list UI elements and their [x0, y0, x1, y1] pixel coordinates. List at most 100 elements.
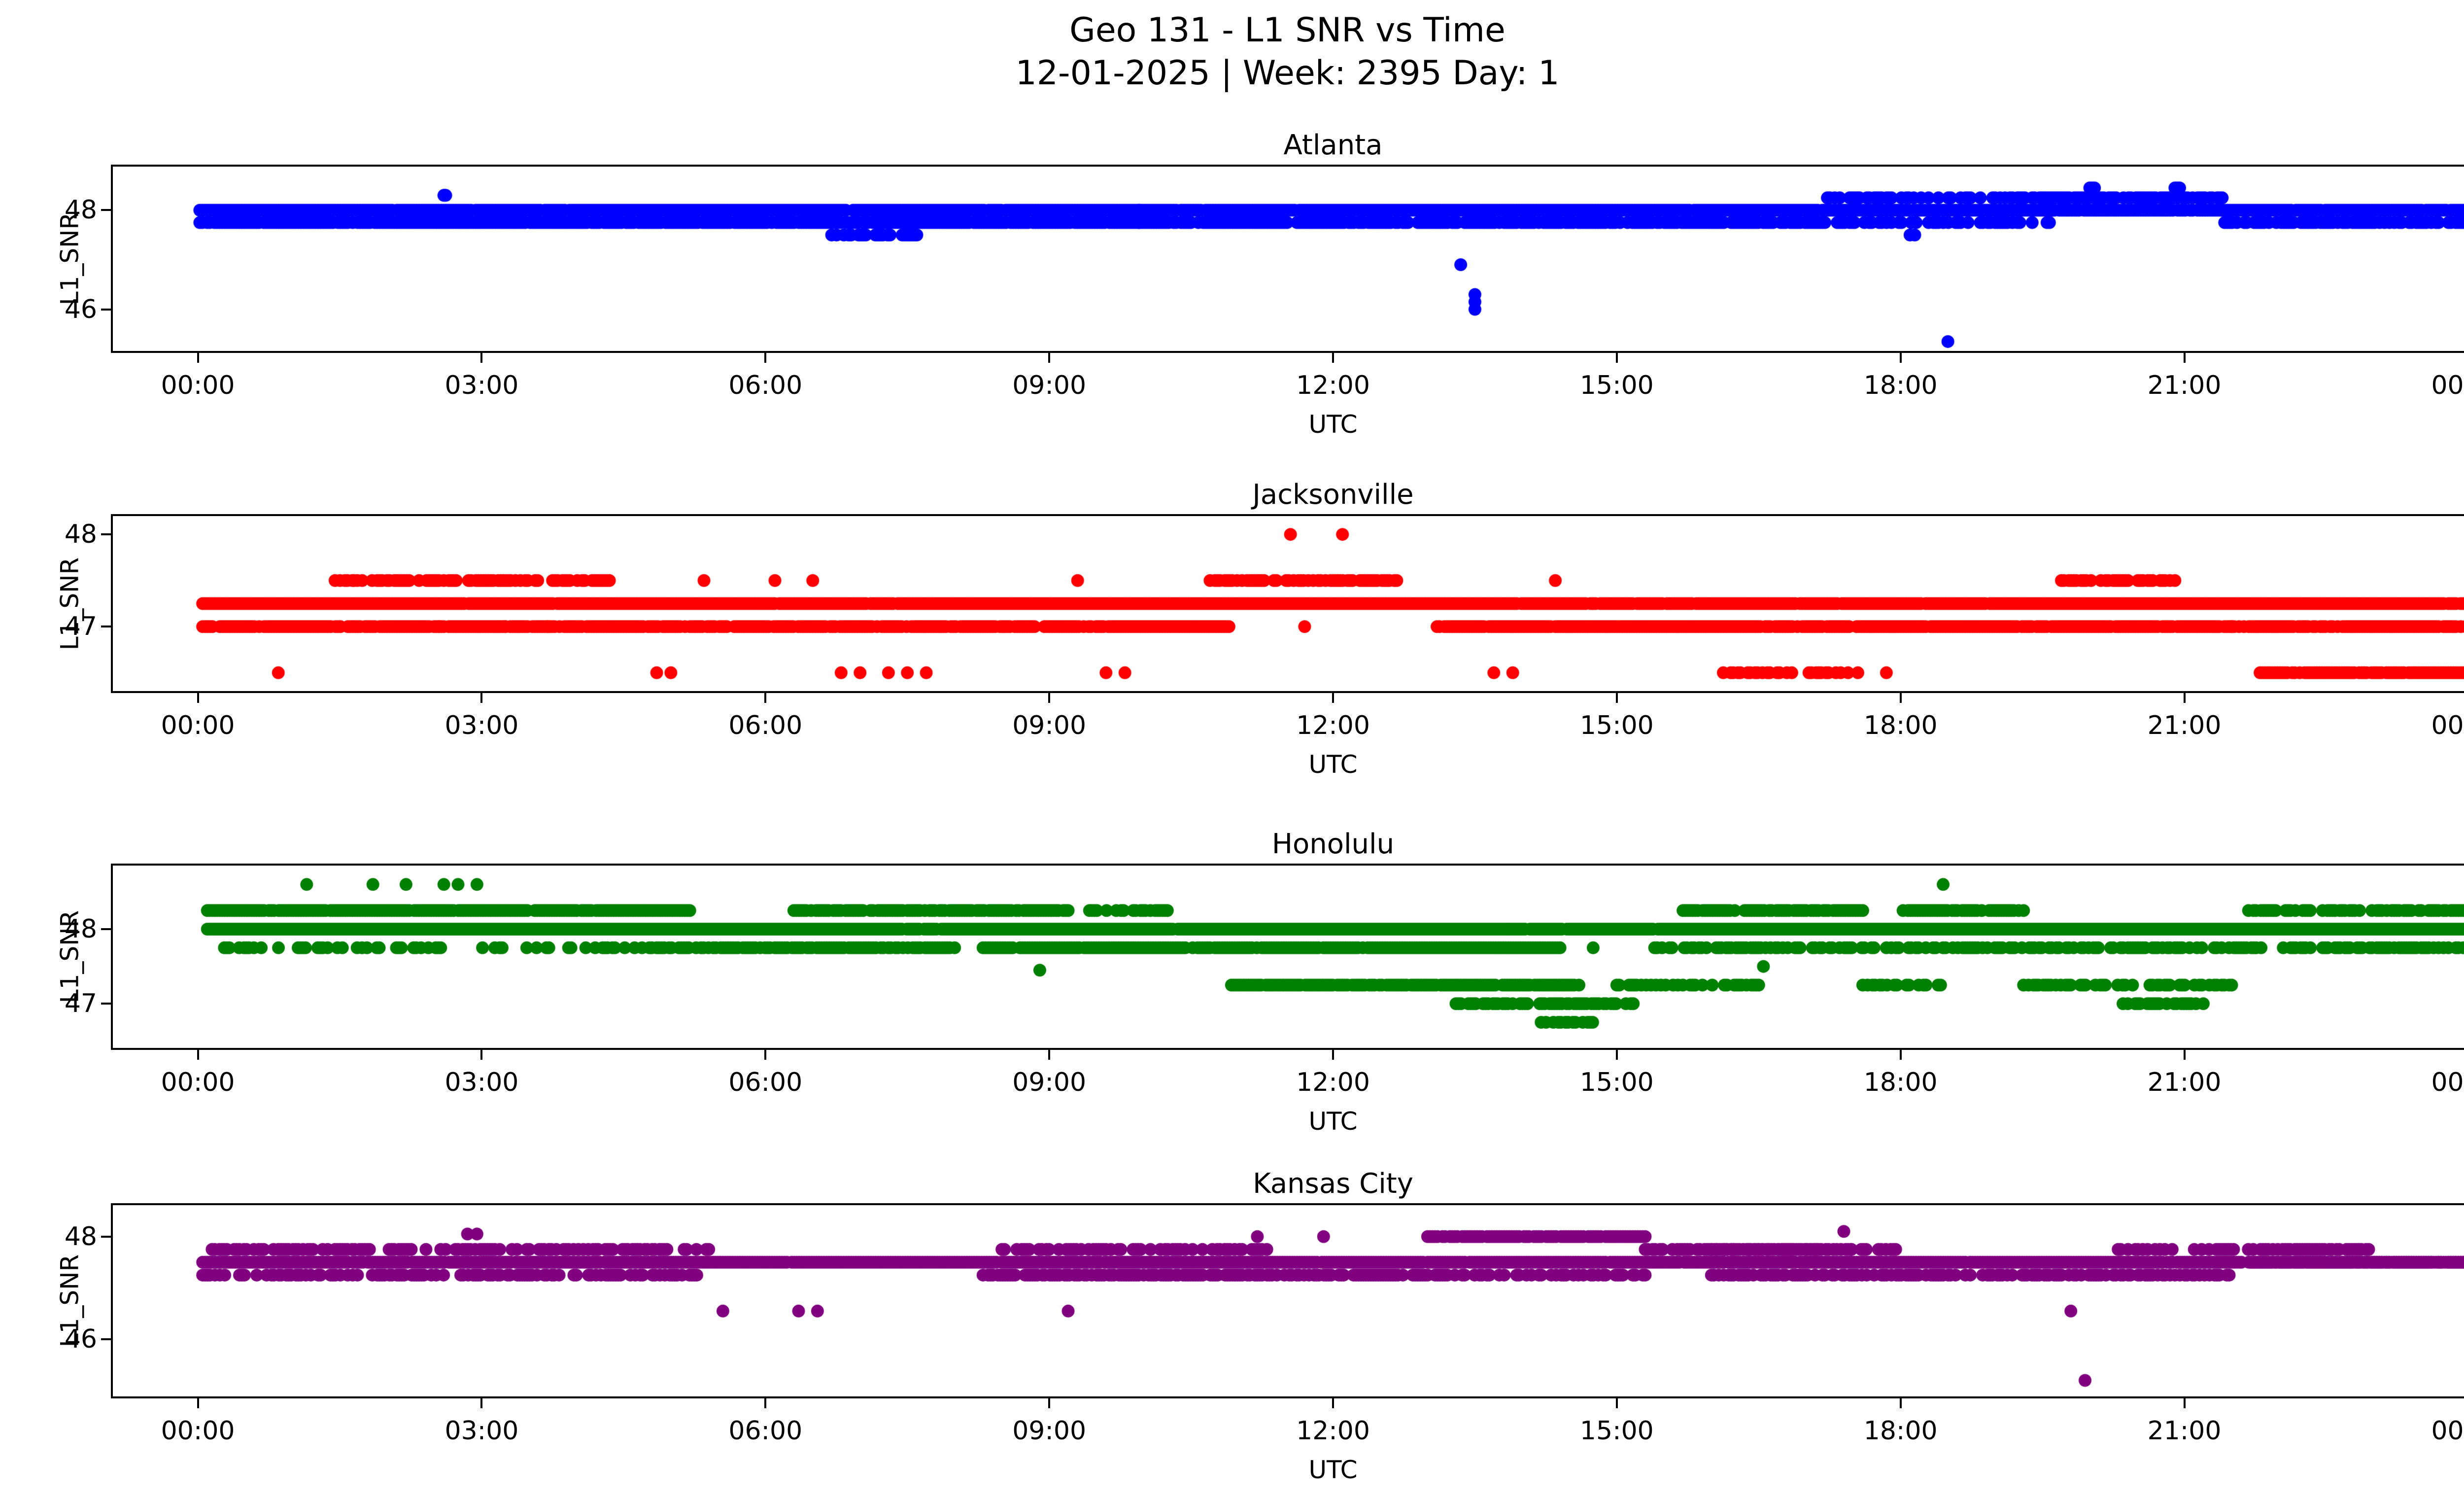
y-tick-mark: [101, 928, 111, 931]
x-tick-mark: [1615, 353, 1618, 363]
x-tick-label: 06:00: [728, 371, 803, 400]
x-tick-mark: [197, 1050, 199, 1060]
x-tick-label: 21:00: [2147, 1416, 2222, 1446]
x-tick-mark: [1615, 1050, 1618, 1060]
x-tick-label: 00:00: [161, 1068, 235, 1097]
x-tick-label: 18:00: [1863, 1068, 1938, 1097]
scatter-canvas-atlanta: [111, 165, 2464, 353]
x-axis-label-honolulu: UTC: [1308, 1107, 1358, 1136]
x-tick-label: 15:00: [1579, 371, 1654, 400]
x-tick-label: 00:00: [2431, 1068, 2464, 1097]
y-tick-mark: [101, 1003, 111, 1005]
subplot-honolulu: Honolulu L1_SNR 47 48 00:00 03:00 06:00 09:0…: [55, 828, 2464, 1136]
subplot-title-honolulu: Honolulu: [1271, 828, 1395, 860]
x-tick-mark: [1899, 1050, 1902, 1060]
subplot-jacksonville: Jacksonville L1_SNR 47 48 00:00 03:00 06:00…: [55, 479, 2464, 779]
scatter-canvas-kansas-city: [111, 1203, 2464, 1398]
x-tick-label: 09:00: [1012, 1416, 1087, 1446]
x-tick-label: 12:00: [1296, 711, 1370, 740]
subplot-title-atlanta: Atlanta: [1283, 129, 1383, 161]
y-tick-mark: [101, 209, 111, 211]
x-axis-label-atlanta: UTC: [1308, 410, 1358, 439]
x-tick-mark: [1899, 693, 1902, 703]
y-tick-label: 48: [64, 1221, 97, 1252]
x-tick-label: 09:00: [1012, 711, 1087, 740]
x-tick-mark: [764, 353, 767, 363]
x-tick-label: 21:00: [2147, 1068, 2222, 1097]
x-tick-label: 18:00: [1863, 1416, 1938, 1446]
x-tick-label: 15:00: [1579, 711, 1654, 740]
x-tick-label: 03:00: [445, 1416, 519, 1446]
x-tick-label: 12:00: [1296, 1068, 1370, 1097]
x-tick-mark: [1899, 1398, 1902, 1408]
x-tick-mark: [764, 1050, 767, 1060]
x-tick-mark: [2183, 353, 2186, 363]
x-tick-mark: [480, 353, 483, 363]
y-tick-label: 48: [64, 520, 97, 550]
x-tick-mark: [764, 1398, 767, 1408]
y-tick-label: 48: [64, 195, 97, 225]
y-tick-label: 46: [64, 1324, 97, 1355]
y-tick-mark: [101, 1338, 111, 1341]
x-tick-mark: [2183, 1398, 2186, 1408]
x-tick-label: 03:00: [445, 371, 519, 400]
x-tick-mark: [480, 1050, 483, 1060]
x-tick-mark: [480, 1398, 483, 1408]
subplot-atlanta: Atlanta L1_SNR 46 48 00:00 03:00 06:00 09:00…: [55, 129, 2464, 439]
x-tick-mark: [197, 353, 199, 363]
x-tick-mark: [197, 1398, 199, 1408]
x-tick-label: 00:00: [161, 1416, 235, 1446]
figure-title: Geo 131 - L1 SNR vs Time 12-01-2025 | We…: [1015, 11, 1560, 93]
x-tick-mark: [1899, 353, 1902, 363]
x-tick-label: 00:00: [2431, 711, 2464, 740]
y-tick-label: 47: [64, 612, 97, 642]
y-tick-label: 48: [64, 914, 97, 944]
y-axis-label-atlanta: L1_SNR: [55, 212, 84, 306]
x-tick-mark: [2183, 693, 2186, 703]
y-tick-mark: [101, 308, 111, 311]
x-tick-label: 06:00: [728, 711, 803, 740]
scatter-canvas-honolulu: [111, 864, 2464, 1050]
scatter-canvas-jacksonville: [111, 514, 2464, 693]
x-tick-label: 03:00: [445, 711, 519, 740]
y-tick-label: 46: [64, 294, 97, 324]
y-tick-mark: [101, 1235, 111, 1238]
x-tick-label: 00:00: [161, 711, 235, 740]
x-tick-label: 00:00: [2431, 371, 2464, 400]
x-tick-mark: [1615, 693, 1618, 703]
x-tick-label: 06:00: [728, 1068, 803, 1097]
x-tick-label: 15:00: [1579, 1068, 1654, 1097]
x-tick-mark: [1332, 693, 1334, 703]
x-tick-label: 06:00: [728, 1416, 803, 1446]
x-tick-mark: [1332, 353, 1334, 363]
x-tick-mark: [1332, 1050, 1334, 1060]
subplot-title-kansas-city: Kansas City: [1253, 1168, 1413, 1200]
x-tick-mark: [1332, 1398, 1334, 1408]
y-tick-mark: [101, 533, 111, 536]
x-tick-label: 21:00: [2147, 371, 2222, 400]
x-tick-mark: [1048, 693, 1051, 703]
x-tick-label: 03:00: [445, 1068, 519, 1097]
x-tick-mark: [1048, 1398, 1051, 1408]
x-tick-mark: [1615, 1398, 1618, 1408]
x-tick-mark: [197, 693, 199, 703]
x-tick-label: 18:00: [1863, 711, 1938, 740]
x-tick-mark: [480, 693, 483, 703]
x-tick-label: 00:00: [161, 371, 235, 400]
x-tick-mark: [764, 693, 767, 703]
x-tick-label: 15:00: [1579, 1416, 1654, 1446]
x-axis-label-jacksonville: UTC: [1308, 750, 1358, 779]
x-tick-label: 09:00: [1012, 371, 1087, 400]
x-tick-mark: [1048, 353, 1051, 363]
y-tick-mark: [101, 626, 111, 628]
y-tick-label: 47: [64, 989, 97, 1019]
x-tick-mark: [2183, 1050, 2186, 1060]
x-tick-label: 12:00: [1296, 1416, 1370, 1446]
x-tick-label: 00:00: [2431, 1416, 2464, 1446]
subplot-kansas-city: Kansas City L1_SNR 46 48 00:00 03:00 06:00 0…: [55, 1168, 2464, 1484]
x-tick-label: 12:00: [1296, 371, 1370, 400]
x-tick-label: 09:00: [1012, 1068, 1087, 1097]
x-tick-label: 18:00: [1863, 371, 1938, 400]
x-tick-label: 21:00: [2147, 711, 2222, 740]
